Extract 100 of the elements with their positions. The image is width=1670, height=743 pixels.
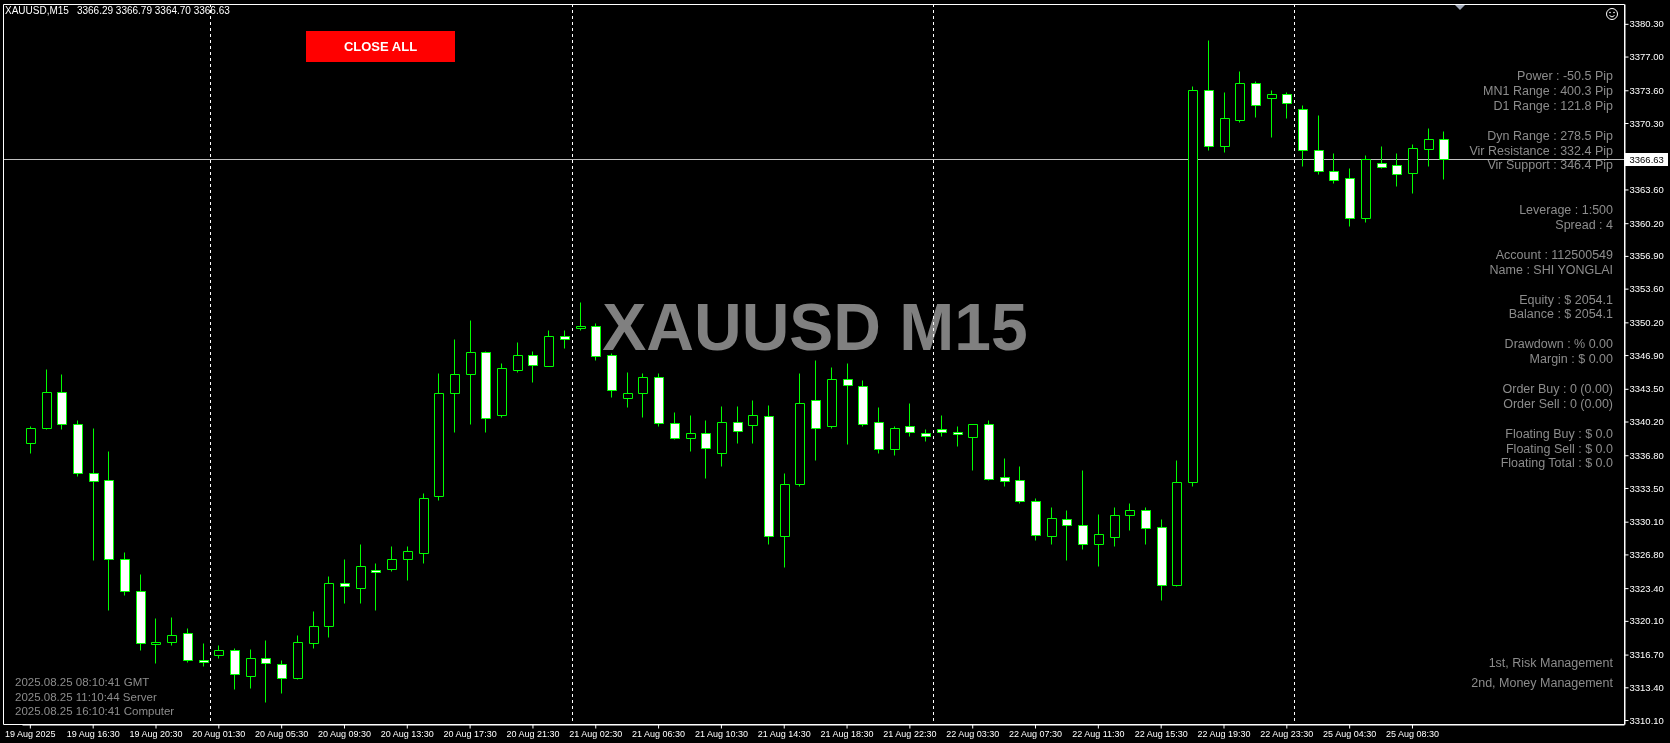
y-tick-label: 3340.20 <box>1629 416 1664 428</box>
candlestick <box>984 420 994 481</box>
candlestick <box>968 424 978 471</box>
candlestick <box>827 367 837 429</box>
candlestick <box>167 617 177 646</box>
candlestick <box>937 415 947 437</box>
candlestick <box>1408 144 1418 194</box>
button: CLOSE ALL <box>306 31 455 62</box>
annotation: 2nd, Money Management <box>1471 676 1614 691</box>
candlestick <box>1424 128 1434 167</box>
x-tick-label: 21 Aug 22:30 <box>883 728 937 739</box>
candlestick <box>670 412 680 440</box>
y-tick-label: 3360.20 <box>1629 217 1664 229</box>
annotation: Margin : $ 0.00 <box>1529 352 1614 367</box>
candlestick <box>623 372 633 408</box>
candlestick <box>1172 460 1182 587</box>
y-tick-label: 3316.70 <box>1629 649 1664 661</box>
x-tick-label: 22 Aug 19:30 <box>1197 728 1251 739</box>
candlestick <box>1377 146 1387 169</box>
candlestick <box>230 648 240 690</box>
x-tick-label: 20 Aug 13:30 <box>380 728 434 739</box>
candlestick <box>434 373 444 501</box>
y-tick-label: 3380.30 <box>1629 18 1664 30</box>
annotation: Vir Resistance : 332.4 Pip <box>1469 143 1614 158</box>
candlestick <box>1282 92 1292 119</box>
candlestick <box>1031 498 1041 541</box>
candlestick <box>340 559 350 604</box>
candlestick <box>591 323 601 361</box>
candlestick <box>1314 115 1324 175</box>
candlestick <box>733 406 743 444</box>
annotation: Order Sell : 0 (0.00) <box>1503 396 1613 411</box>
x-tick-label: 21 Aug 18:30 <box>820 728 874 739</box>
x-tick-label: 20 Aug 21:30 <box>506 728 560 739</box>
annotation: Account : 112500549 <box>1495 247 1614 262</box>
candlestick <box>73 420 83 477</box>
y-tick-label: 3330.10 <box>1629 516 1664 528</box>
candlestick <box>1361 155 1371 223</box>
candlestick <box>528 351 538 383</box>
candlestick <box>1110 507 1120 547</box>
candlestick <box>717 406 727 467</box>
annotation: Spread : 4 <box>1555 218 1614 232</box>
candlestick <box>324 576 334 638</box>
annotation: Floating Total : $ 0.0 <box>1500 456 1614 471</box>
candlestick <box>309 611 319 649</box>
candlestick <box>293 635 303 680</box>
candlestick <box>1251 81 1261 118</box>
candlestick <box>1000 458 1010 487</box>
candlestick <box>795 373 805 487</box>
annotation: D1 Range : 121.8 Pip <box>1493 98 1614 113</box>
candlestick <box>1094 514 1104 567</box>
candlestick <box>1062 510 1072 561</box>
annotation: Floating Sell : $ 0.0 <box>1505 441 1614 456</box>
x-tick-label: 22 Aug 03:30 <box>946 728 1000 739</box>
x-tick-label: 20 Aug 01:30 <box>192 728 246 739</box>
ref-line-label: 3366.63 <box>1629 154 1664 165</box>
candlestick <box>686 415 696 452</box>
x-tick-label: 20 Aug 05:30 <box>255 728 309 739</box>
y-tick-label: 3373.60 <box>1629 84 1664 96</box>
y-tick-label: 3370.30 <box>1629 117 1664 129</box>
candlestick <box>1345 168 1355 227</box>
y-tick-label: 3333.50 <box>1629 482 1664 494</box>
candlestick <box>858 380 868 427</box>
x-tick-label: 19 Aug 2025 <box>5 728 56 739</box>
x-tick-label: 21 Aug 14:30 <box>757 728 811 739</box>
candlestick <box>1220 92 1230 153</box>
y-tick-label: 3310.10 <box>1629 714 1664 726</box>
candlestick <box>1267 90 1277 138</box>
candlestick <box>466 320 476 425</box>
y-tick-label: 3353.60 <box>1629 283 1664 295</box>
candlestick <box>890 426 900 456</box>
candlestick <box>419 493 429 564</box>
y-tick-label: 3320.10 <box>1629 615 1664 627</box>
candlestick <box>1439 131 1449 180</box>
chart-title: XAUUSD,M15 <box>5 5 70 16</box>
candlestick <box>560 330 570 349</box>
x-tick-label: 22 Aug 11:30 <box>1072 728 1125 739</box>
candlestick <box>481 351 491 433</box>
y-tick-label: 3323.40 <box>1629 582 1664 594</box>
candlestick <box>1204 40 1214 151</box>
y-tick-label: 3377.00 <box>1629 51 1664 63</box>
y-tick-label: 3356.90 <box>1629 250 1664 262</box>
candlestick <box>843 363 853 445</box>
annotation: XAUUSD M15 <box>602 290 1028 364</box>
candlestick <box>277 660 287 694</box>
candlestick <box>874 407 884 454</box>
candlestick <box>1141 507 1151 545</box>
annotation: Floating Buy : $ 0.0 <box>1505 426 1614 441</box>
x-tick-label: 22 Aug 15:30 <box>1134 728 1188 739</box>
candlestick <box>371 563 381 611</box>
annotation: CLOSE ALL <box>343 39 418 54</box>
candlestick <box>1078 470 1088 550</box>
candlestick <box>576 302 586 331</box>
annotation: Leverage : 1:500 <box>1519 203 1614 218</box>
chart-subtitle: 3366.29 3366.79 3364.70 3366.63 <box>76 5 231 16</box>
annotation: Vir Support : 346.4 Pip <box>1487 158 1614 173</box>
candlestick <box>953 426 963 447</box>
candlestick <box>1047 507 1057 545</box>
candlestick <box>1235 71 1245 123</box>
candlestick <box>497 363 507 418</box>
candlestick <box>403 546 413 581</box>
